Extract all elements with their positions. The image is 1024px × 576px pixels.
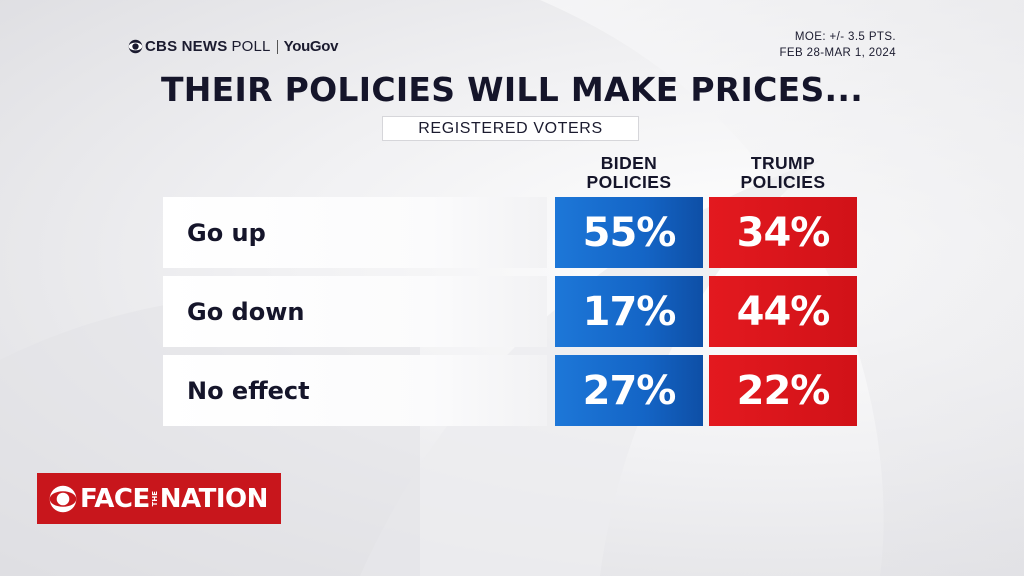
logo-the-text: THE [150, 490, 159, 507]
cbs-news-brand: CBS NEWS [145, 38, 228, 55]
poll-source: CBS NEWS POLL YouGov [128, 38, 339, 55]
value-cell-trump-go-down: 44% [709, 276, 857, 347]
row-label-go-down: Go down [163, 276, 547, 347]
cbs-eye-icon [49, 485, 77, 512]
value-cell-biden-go-down: 17% [555, 276, 703, 347]
row-label-go-up: Go up [163, 197, 547, 268]
column-header-biden: BIDEN POLICIES [586, 153, 672, 192]
margin-of-error: MOE: +/- 3.5 PTS. [794, 31, 896, 43]
cbs-eye-icon [128, 39, 143, 54]
poll-meta: MOE: +/- 3.5 PTS. FEB 28-MAR 1, 2024 [779, 29, 896, 61]
source-divider [276, 39, 278, 54]
column-header-trump: TRUMP POLICIES [740, 153, 826, 192]
chart-title: THEIR POLICIES WILL MAKE PRICES... [160, 70, 864, 109]
value-cell-biden-no-effect: 27% [555, 355, 703, 426]
value-cell-trump-no-effect: 22% [709, 355, 857, 426]
poll-label: POLL [231, 38, 271, 55]
value-cell-biden-go-up: 55% [555, 197, 703, 268]
face-the-nation-logo: FACE THE NATION [37, 473, 281, 524]
poll-dates: FEB 28-MAR 1, 2024 [779, 47, 896, 59]
logo-face-text: FACE [80, 483, 150, 514]
value-cell-trump-go-up: 34% [709, 197, 857, 268]
chart-subtitle: REGISTERED VOTERS [382, 116, 639, 141]
row-label-no-effect: No effect [163, 355, 547, 426]
logo-nation-text: NATION [159, 483, 269, 514]
yougov-brand: YouGov [283, 38, 339, 55]
